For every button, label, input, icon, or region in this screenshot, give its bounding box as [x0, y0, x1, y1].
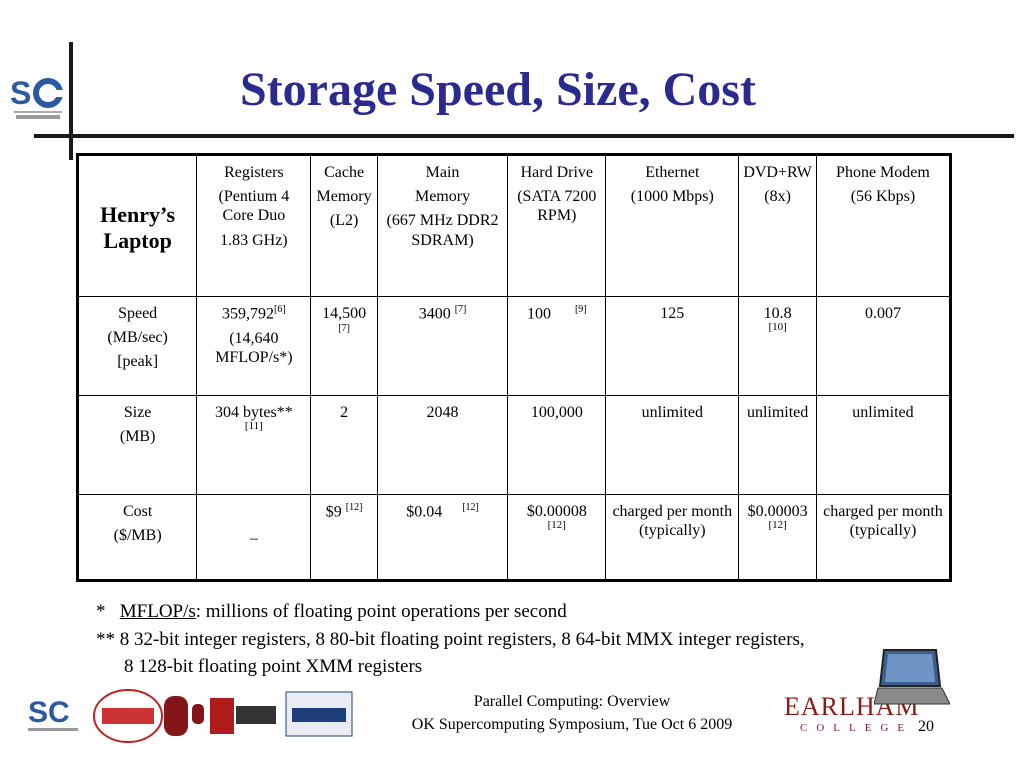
- page-title: Storage Speed, Size, Cost: [240, 63, 756, 116]
- table-cell: 2048: [376, 395, 509, 495]
- storage-table: Henry’s Laptop Registers (Pentium 4 Core…: [76, 153, 952, 582]
- laptop-icon: [874, 649, 950, 705]
- vertical-rule: [69, 42, 73, 160]
- table-cell: unlimited: [815, 395, 952, 495]
- table-cell: 0.007: [815, 296, 952, 396]
- horizontal-rule: [34, 134, 1014, 138]
- table-cell: 100,000: [507, 395, 607, 495]
- earlham-college-text: COLLEGE: [800, 722, 914, 734]
- row-label: Size (MB): [76, 395, 198, 495]
- row-label: Cost ($/MB): [76, 494, 198, 581]
- footer-text: Parallel Computing: Overview OK Supercom…: [372, 690, 772, 736]
- footnotes: * MFLOP/s: millions of floating point op…: [96, 598, 805, 681]
- table-cell: charged per month (typically): [815, 494, 952, 581]
- table-row-cost: Cost ($/MB) – $9 [12] $0.04 [12] $0.0000…: [76, 494, 952, 581]
- table-cell: 10.8 [10]: [738, 296, 817, 396]
- header-cell: Hard Drive (SATA 7200 RPM): [507, 154, 607, 297]
- table-cell: $0.00008 [12]: [507, 494, 607, 581]
- table-cell: unlimited: [738, 395, 817, 495]
- footnote-star: * MFLOP/s: millions of floating point op…: [96, 601, 567, 622]
- footer-line2: OK Supercomputing Symposium, Tue Oct 6 2…: [411, 716, 733, 734]
- svg-text:S: S: [10, 75, 31, 111]
- table-cell: 304 bytes** [11]: [196, 395, 312, 495]
- row-label: Speed (MB/sec) [peak]: [76, 296, 198, 396]
- mflops-term: MFLOP/s: [119, 601, 196, 622]
- footnote-double-star: ** 8 32-bit integer registers, 8 80-bit …: [96, 628, 805, 678]
- table-cell: $0.00003 [12]: [738, 494, 817, 581]
- sc-logo-icon: S: [10, 75, 64, 119]
- table-cell: charged per month (typically): [605, 494, 740, 581]
- header-cell: Phone Modem (56 Kbps): [815, 154, 952, 297]
- table-cell: 125: [605, 296, 740, 396]
- table-cell: $9 [12]: [310, 494, 378, 581]
- table-cell: 14,500 [7]: [310, 296, 378, 396]
- svg-text:SC: SC: [28, 696, 70, 729]
- table-cell: unlimited: [605, 395, 740, 495]
- header-cell: DVD+RW (8x): [738, 154, 817, 297]
- table-header-row: Henry’s Laptop Registers (Pentium 4 Core…: [76, 154, 952, 297]
- header-cell: Ethernet (1000 Mbps): [605, 154, 740, 297]
- table-cell: 359,792[6] (14,640 MFLOP/s*): [196, 296, 312, 396]
- table-cell: –: [196, 494, 312, 581]
- table-row-speed: Speed (MB/sec) [peak] 359,792[6] (14,640…: [76, 296, 952, 396]
- table-cell: $0.04 [12]: [376, 494, 509, 581]
- page-number: 20: [918, 718, 934, 735]
- sponsor-logos-icon: SC: [28, 689, 353, 743]
- table-cell: 2: [310, 395, 378, 495]
- corner-cell: Henry’s Laptop: [76, 154, 198, 297]
- table-cell: 3400 [7]: [376, 296, 509, 396]
- header-cell: Registers (Pentium 4 Core Duo 1.83 GHz): [196, 154, 312, 297]
- table-row-size: Size (MB) 304 bytes** [11] 2 2048 100,00…: [76, 395, 952, 495]
- table-cell: 100 [9]: [507, 296, 607, 396]
- header-cell: Cache Memory (L2): [310, 154, 378, 297]
- footer-line1: Parallel Computing: Overview: [473, 693, 671, 710]
- header-cell: Main Memory (667 MHz DDR2 SDRAM): [376, 154, 509, 297]
